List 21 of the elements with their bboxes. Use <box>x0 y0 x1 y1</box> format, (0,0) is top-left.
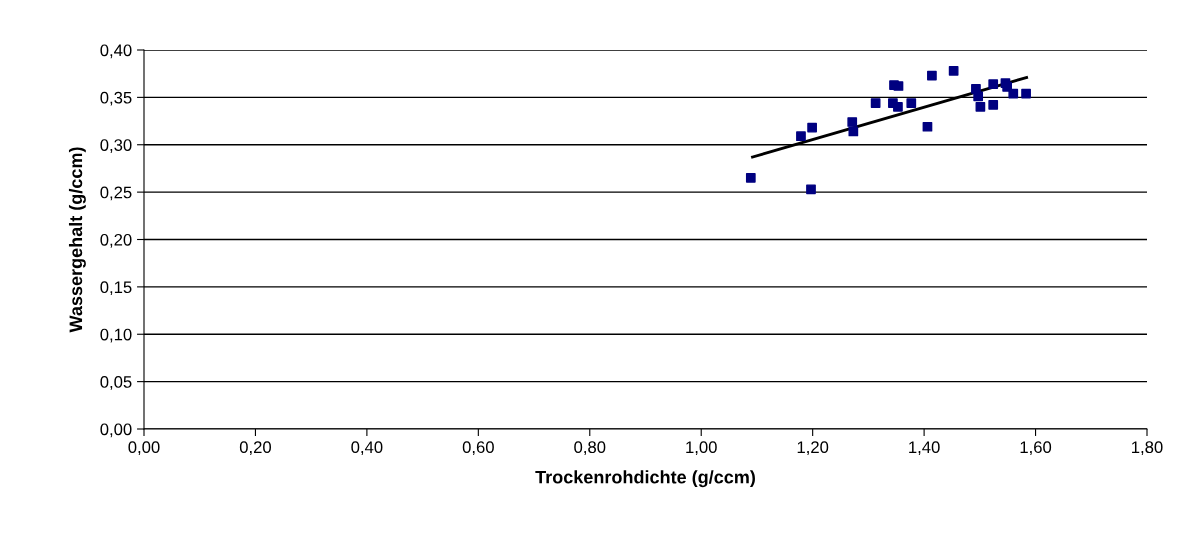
y-tick-label: 0,00 <box>100 423 132 438</box>
y-tick-label: 0,20 <box>100 233 132 248</box>
x-axis-title: Trockenrohdichte (g/ccm) <box>535 470 755 488</box>
x-tick-label: 1,80 <box>1132 441 1163 456</box>
x-tick-label: 1,20 <box>797 441 829 456</box>
x-tick-label: 1,60 <box>1020 441 1052 456</box>
y-tick-label: 0,40 <box>100 44 132 59</box>
x-tick-label: 1,00 <box>686 441 717 456</box>
x-tick-label: 0,40 <box>351 441 383 456</box>
y-axis-title: Wassergehalt (g/ccm) <box>68 147 86 333</box>
y-tick-label: 0,30 <box>100 139 132 153</box>
x-tick-label: 0,60 <box>462 441 494 456</box>
x-tick-label: 0,00 <box>128 441 160 456</box>
y-tick-label: 0,25 <box>100 186 132 201</box>
y-tick-label: 0,10 <box>100 328 132 343</box>
y-tick-label: 0,15 <box>100 281 132 296</box>
y-tick-label: 0,35 <box>100 91 132 106</box>
y-tick-label: 0,05 <box>100 376 132 390</box>
x-tick-label: 0,80 <box>574 441 606 456</box>
x-tick-label: 0,20 <box>239 441 272 456</box>
x-tick-label: 1,40 <box>909 441 940 456</box>
